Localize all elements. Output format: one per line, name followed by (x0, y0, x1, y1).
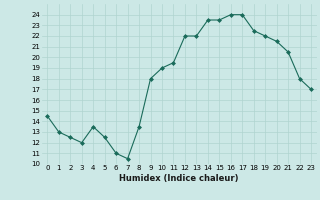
X-axis label: Humidex (Indice chaleur): Humidex (Indice chaleur) (119, 174, 239, 183)
